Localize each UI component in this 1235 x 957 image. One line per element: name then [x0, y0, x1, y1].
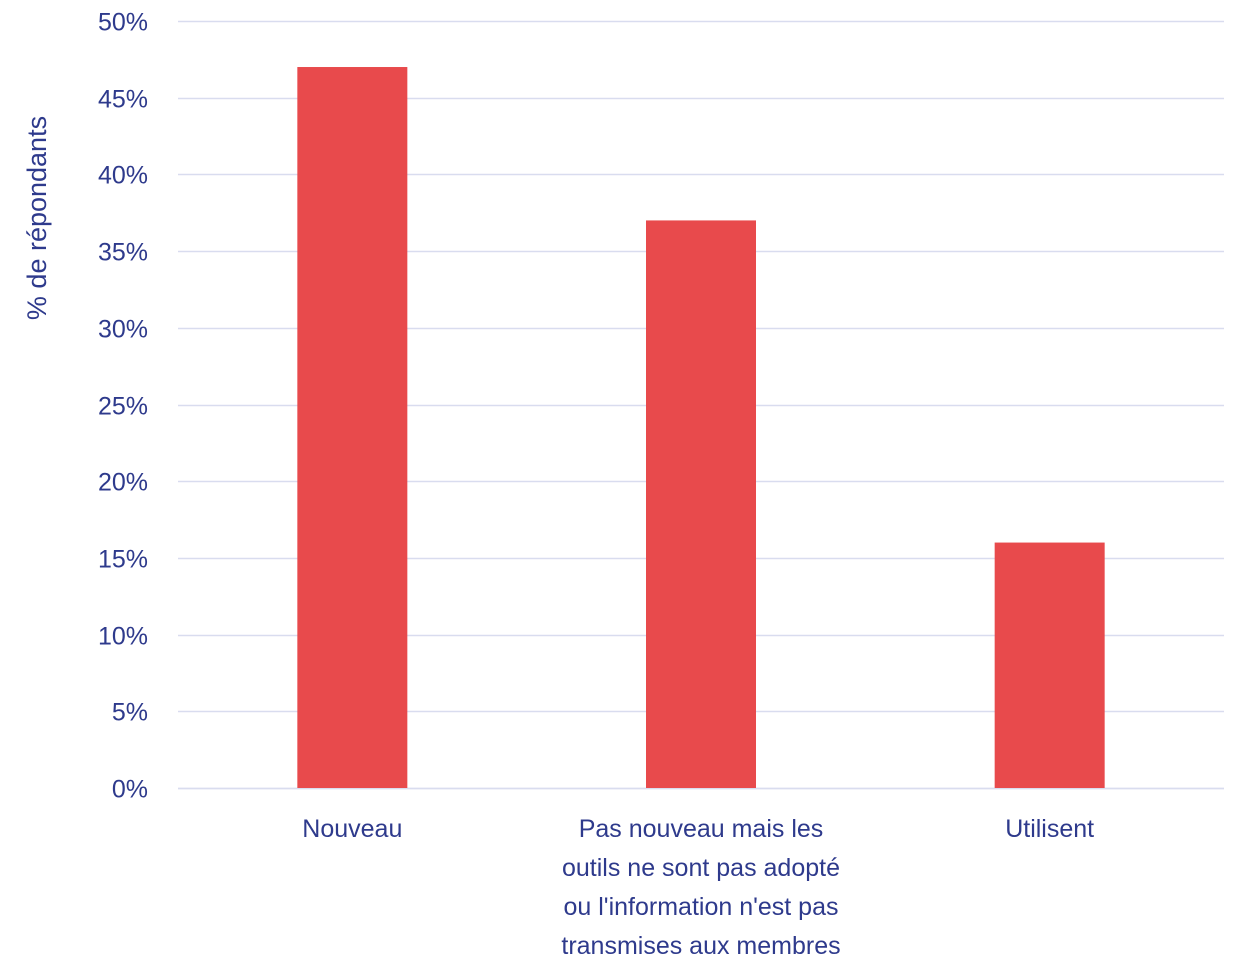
x-axis-labels: Nouveau Pas nouveau mais les outils ne son…: [302, 815, 1094, 957]
x-category-label: Pas nouveau mais les outils ne sont pas a…: [561, 815, 840, 957]
x-category-label: Utilisent: [1005, 815, 1094, 843]
y-tick-label: 35%: [98, 239, 148, 267]
y-axis-title: % de répondants: [22, 116, 52, 320]
x-category-label-line: transmises aux membres: [561, 932, 840, 957]
y-tick-label: 15%: [98, 546, 148, 574]
y-tick-label: 30%: [98, 316, 148, 344]
y-tick-label: 20%: [98, 469, 148, 497]
bar: [646, 220, 756, 789]
x-category-label-line: Utilisent: [1005, 815, 1094, 843]
y-axis-ticks: 0% 5% 10% 15% 20% 25% 30% 35% 40% 45% 50%: [98, 9, 148, 804]
y-tick-label: 45%: [98, 86, 148, 114]
y-tick-label: 10%: [98, 623, 148, 651]
x-category-label-line: Pas nouveau mais les: [579, 815, 824, 843]
x-category-label-line: ou l'information n'est pas: [564, 893, 839, 921]
x-category-label-line: outils ne sont pas adopté: [562, 854, 840, 882]
bar: [994, 542, 1105, 788]
x-category-label: Nouveau: [302, 815, 402, 843]
y-tick-label: 40%: [98, 162, 148, 190]
y-tick-label: 5%: [112, 699, 148, 727]
y-tick-label: 25%: [98, 393, 148, 421]
bar: [297, 67, 408, 788]
bars: [297, 67, 1105, 789]
y-tick-label: 50%: [98, 9, 148, 37]
x-category-label-line: Nouveau: [302, 815, 402, 843]
y-tick-label: 0%: [112, 776, 148, 804]
